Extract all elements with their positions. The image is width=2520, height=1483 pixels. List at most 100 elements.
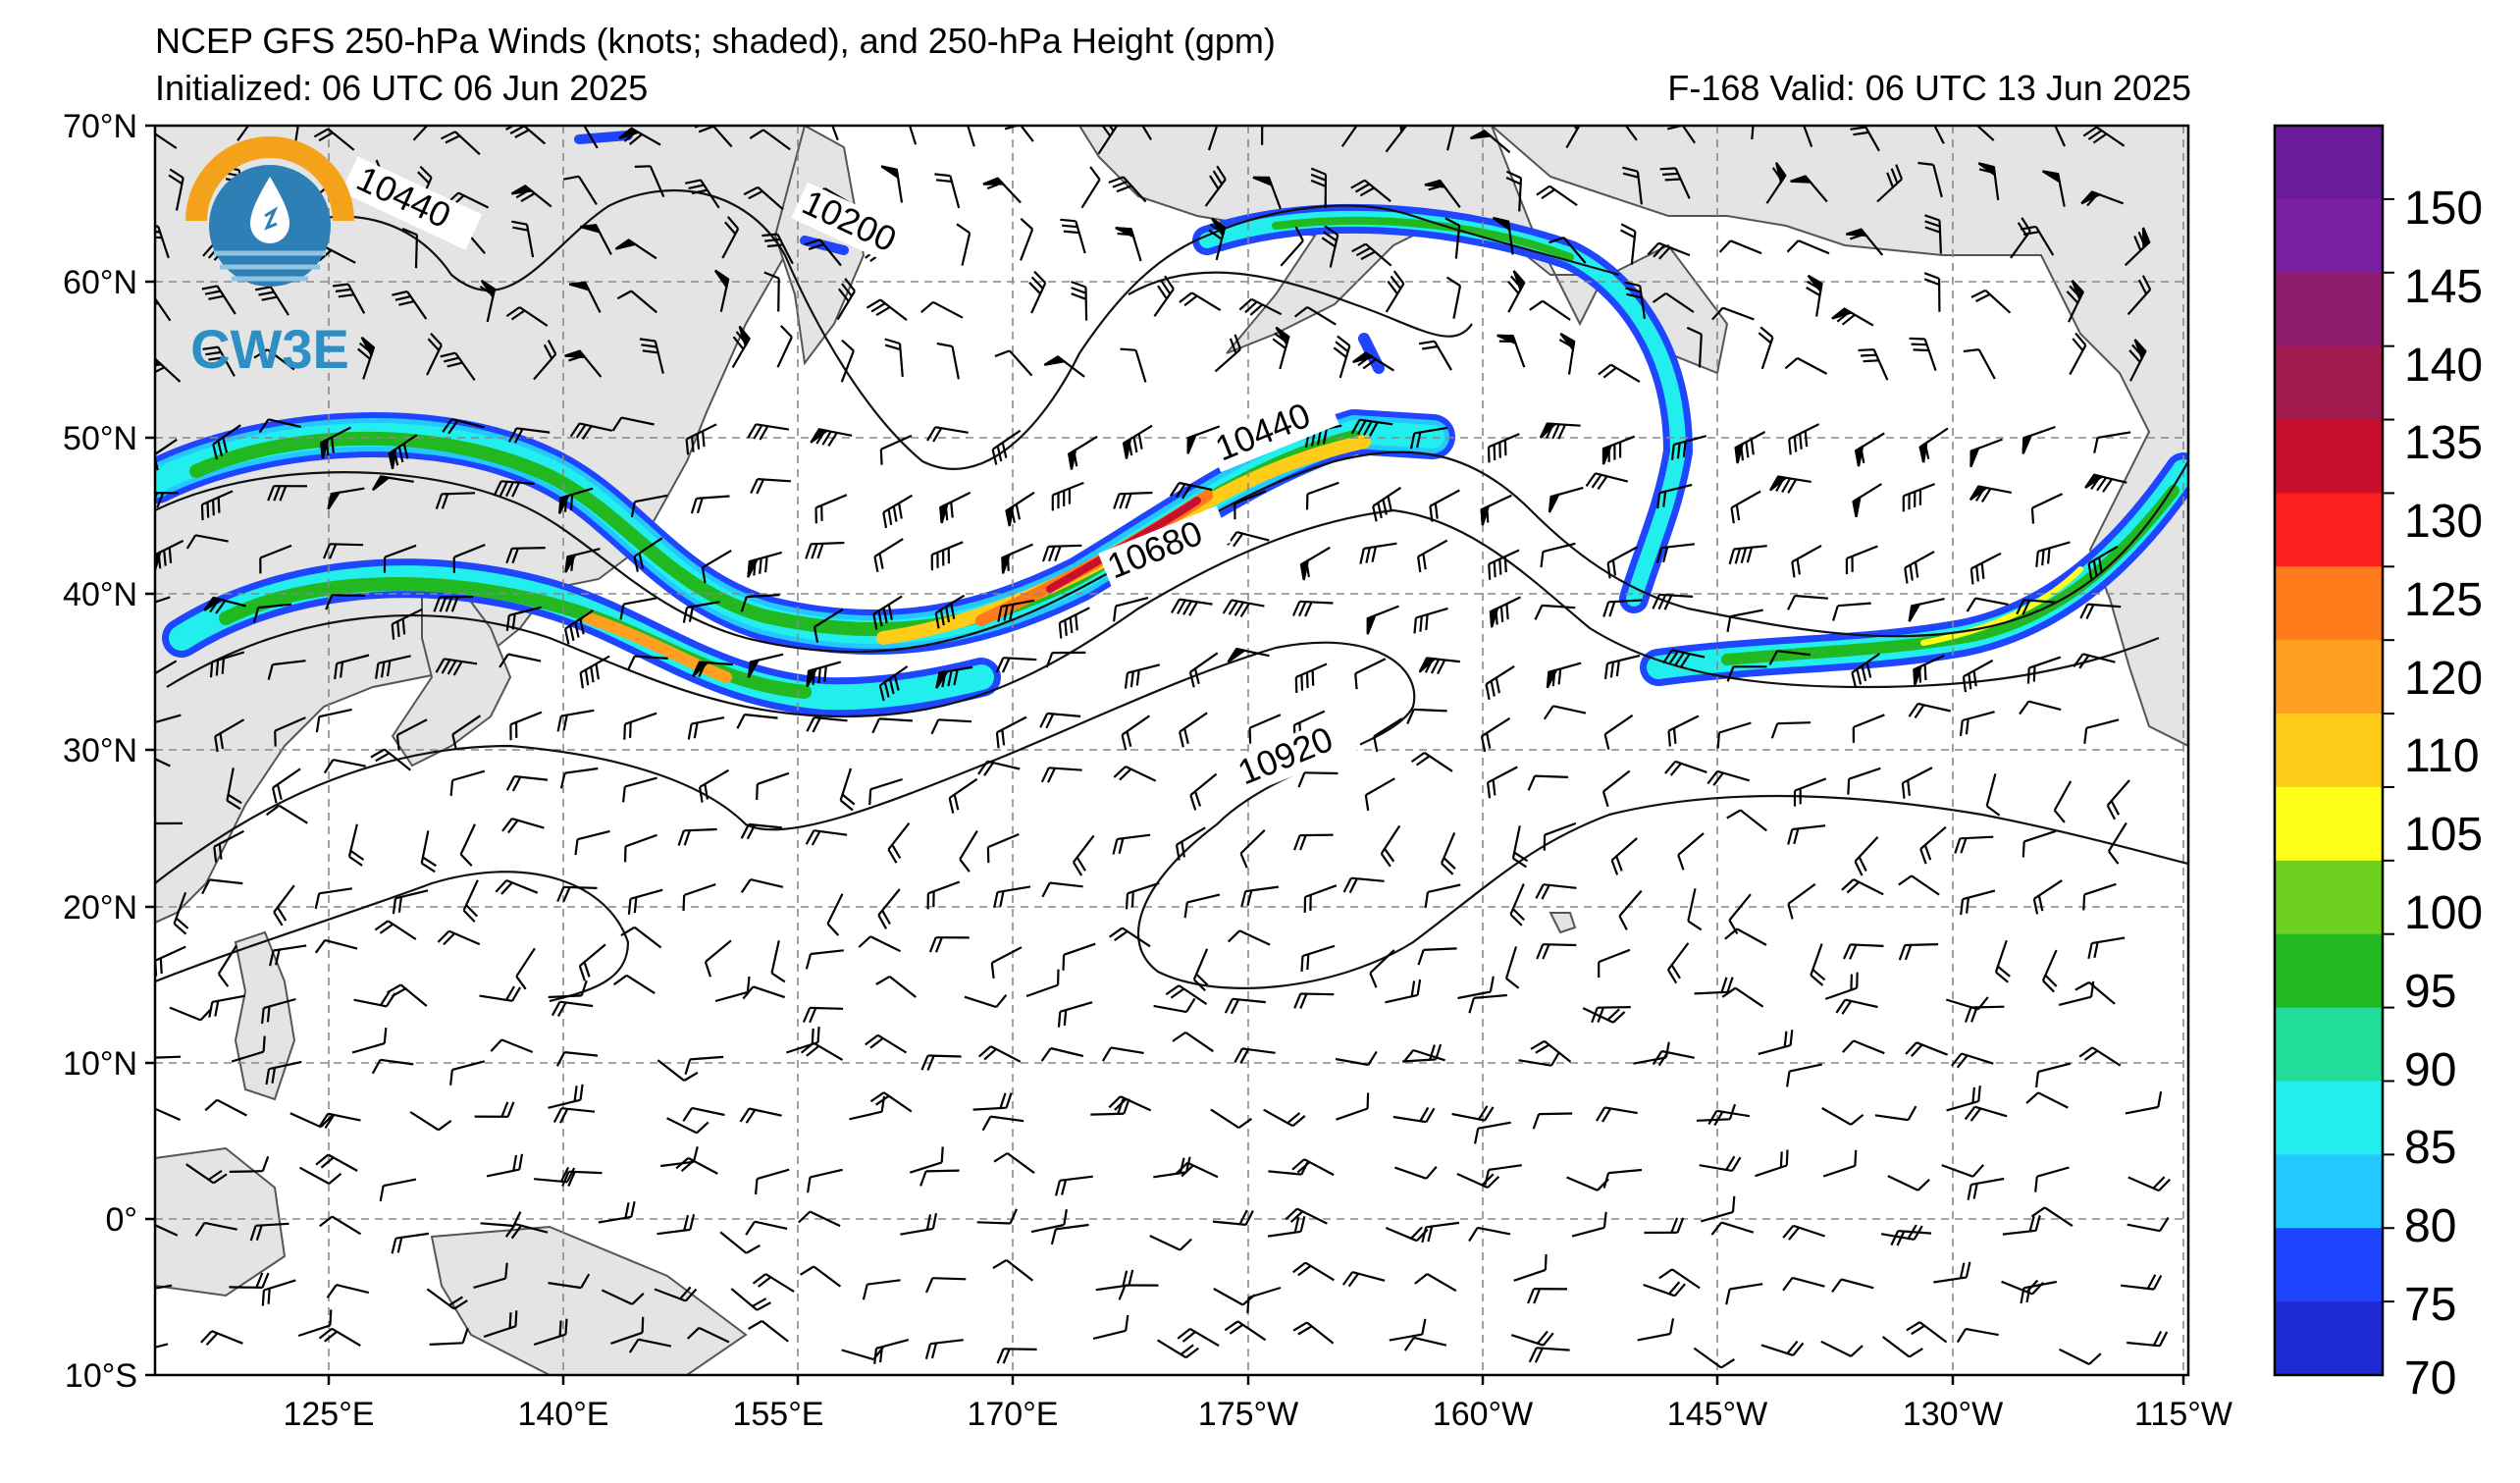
wind-barb [1005, 491, 1035, 527]
eastern-jet [1640, 452, 2188, 686]
wind-barb [1239, 829, 1266, 869]
land-north-america [1490, 126, 2188, 748]
wind-barb [505, 306, 549, 327]
wind-barb [1294, 662, 1328, 694]
wind-barb [533, 1318, 568, 1347]
wind-barb [1175, 1161, 1219, 1179]
wind-barb [1969, 438, 2003, 468]
wind-barb [1480, 716, 1511, 753]
colorbar [2275, 126, 2394, 1376]
wind-barb [1120, 347, 1147, 383]
wind-barb [375, 655, 411, 679]
wind-barb [334, 654, 370, 680]
wind-barb [873, 538, 904, 573]
wind-barb [692, 661, 733, 678]
wind-barb [675, 1156, 718, 1175]
gridlines [155, 126, 2188, 1375]
wind-barb [919, 1169, 960, 1187]
wind-barb [579, 655, 610, 689]
wind-barb [873, 1339, 910, 1364]
lon-label: 170°E [967, 1396, 1058, 1433]
wind-barb [202, 345, 236, 377]
wind-barb [326, 1284, 370, 1298]
wind-barb [1543, 821, 1577, 851]
wind-barb [168, 168, 184, 211]
wind-barb [493, 480, 535, 498]
wind-barb [831, 126, 839, 141]
wind-barb [1964, 1105, 2008, 1122]
wind-barb [499, 653, 542, 668]
wind-barb [409, 1111, 452, 1132]
wind-barb [1670, 435, 1706, 460]
wind-barb [1959, 711, 1995, 737]
wind-barb [685, 423, 717, 455]
wind-barb [1724, 927, 1767, 946]
wind-barb [986, 832, 1020, 864]
wind-barb [1457, 976, 1495, 1000]
wind-barb [1710, 1221, 1755, 1236]
wind-barb [388, 434, 418, 469]
wind-barb [420, 830, 437, 874]
wind-barb [2080, 190, 2125, 207]
wind-barb [1492, 216, 1514, 255]
wind-barb [214, 718, 245, 753]
wind-barb [1122, 424, 1153, 459]
wind-barb [1835, 998, 1878, 1015]
wind-barb [1446, 126, 1455, 151]
wind-barb [1456, 1172, 1500, 1190]
wind-barb [1985, 773, 2001, 817]
wind-barb [858, 935, 902, 953]
wind-barb [185, 534, 229, 550]
wind-barb [1758, 1030, 1794, 1055]
wind-barb [1445, 276, 1462, 319]
wind-barb [203, 596, 246, 614]
wind-barb [1169, 481, 1213, 500]
wind-barb [318, 1327, 361, 1348]
wind-barb [507, 427, 551, 444]
wind-barb [1647, 241, 1691, 260]
wind-barb [1113, 597, 1149, 622]
wind-barb [2120, 1274, 2163, 1291]
wind-barb [2082, 126, 2126, 147]
wind-barb [208, 994, 245, 1018]
wind-barb [1706, 769, 1751, 786]
wind-barb [956, 223, 971, 266]
wind-barb [249, 1222, 289, 1242]
wind-barb [869, 1091, 913, 1113]
wind-barb [1803, 126, 1813, 147]
wind-barb [2069, 332, 2087, 376]
wind-barb [1468, 993, 1507, 1014]
wind-barb [1474, 1121, 1511, 1144]
wind-barb [1380, 824, 1401, 868]
wind-barb [601, 1289, 645, 1305]
wind-barb [155, 1343, 169, 1349]
wind-barb [839, 768, 856, 812]
wind-barb [1787, 594, 1828, 610]
lon-label: 115°W [2134, 1396, 2232, 1433]
wind-barb [1291, 1158, 1335, 1177]
wind-barb [1969, 485, 2013, 503]
colorbar-label: 85 [2404, 1122, 2456, 1174]
wind-barb [1041, 881, 1083, 898]
wind-barb [449, 1060, 486, 1086]
wind-barb [686, 1326, 730, 1344]
wind-barb [1108, 176, 1147, 203]
wind-barb [332, 283, 366, 314]
wind-barb [558, 487, 594, 514]
wind-barb [1782, 1276, 1825, 1292]
wind-barb [1693, 1347, 1735, 1369]
contour-10920 [155, 641, 2188, 989]
wind-barb [323, 759, 366, 774]
wind-barb [261, 997, 296, 1025]
wind-barb [1905, 1041, 1949, 1057]
wind-barb [1480, 494, 1512, 526]
contour-10680 [166, 508, 2160, 718]
wind-barb [1831, 307, 1874, 327]
wind-barb [1511, 825, 1529, 869]
wind-barb [2125, 1091, 2163, 1115]
wind-barb [2032, 879, 2063, 915]
wind-barb [682, 1106, 725, 1122]
jet-fragment-bering [1358, 333, 1385, 374]
wind-barb [743, 185, 784, 211]
wind-barb [253, 348, 295, 371]
